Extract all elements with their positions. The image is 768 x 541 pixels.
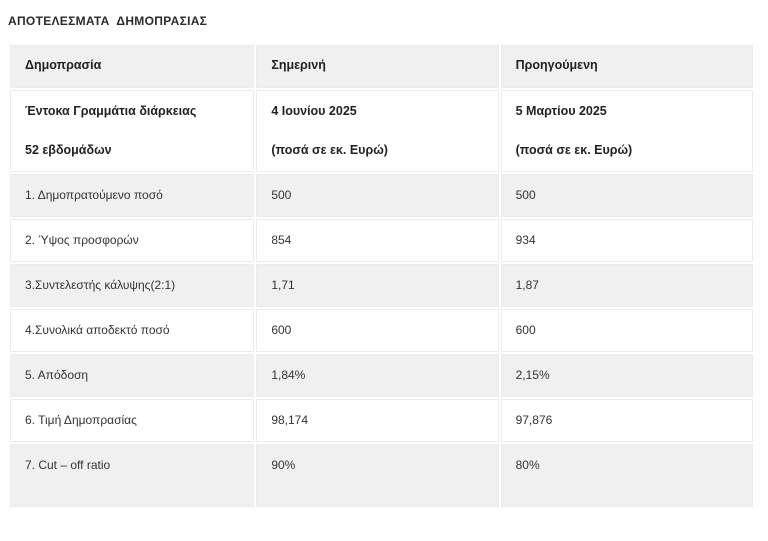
- column-header-previous: Προηγούμενη: [500, 45, 753, 88]
- current-amount-unit: (ποσά σε εκ. Ευρώ): [271, 143, 388, 157]
- table-row: 6. Τιμή Δημοπρασίας 98,174 97,876: [10, 399, 753, 442]
- instrument-duration: 52 εβδομάδων: [25, 143, 112, 157]
- current-value: 500: [256, 174, 499, 217]
- previous-value: 2,15%: [500, 354, 753, 397]
- instrument-cell: Έντοκα Γραμμάτια διάρκειας 52 εβδομάδων: [10, 90, 255, 172]
- row-label: 1. Δημοπρατούμενο ποσό: [10, 174, 255, 217]
- current-value: 90%: [256, 444, 499, 507]
- page-title: ΑΠΟΤΕΛΕΣΜΑΤΑ ΔΗΜΟΠΡΑΣΙΑΣ: [8, 14, 208, 28]
- table-row: 3.Συντελεστής κάλυψης(2:1) 1,71 1,87: [10, 264, 753, 307]
- previous-date-cell: 5 Μαρτίου 2025 (ποσά σε εκ. Ευρώ): [500, 90, 753, 172]
- current-value: 854: [256, 219, 499, 262]
- table-subheader-row: Έντοκα Γραμμάτια διάρκειας 52 εβδομάδων …: [10, 90, 753, 172]
- previous-value: 1,87: [500, 264, 753, 307]
- column-header-current: Σημερινή: [256, 45, 499, 88]
- current-date-cell: 4 Ιουνίου 2025 (ποσά σε εκ. Ευρώ): [256, 90, 499, 172]
- table-row: 2. Ύψος προσφορών 854 934: [10, 219, 753, 262]
- row-label: 3.Συντελεστής κάλυψης(2:1): [10, 264, 255, 307]
- instrument-name: Έντοκα Γραμμάτια διάρκειας: [25, 104, 197, 118]
- previous-amount-unit: (ποσά σε εκ. Ευρώ): [515, 143, 633, 157]
- table-row: 1. Δημοπρατούμενο ποσό 500 500: [10, 174, 753, 217]
- row-label: 6. Τιμή Δημοπρασίας: [10, 399, 255, 442]
- current-value: 98,174: [256, 399, 499, 442]
- previous-value: 934: [500, 219, 753, 262]
- column-header-auction: Δημοπρασία: [10, 45, 255, 88]
- table-row: 7. Cut – off ratio 90% 80%: [10, 444, 753, 507]
- page: ΑΠΟΤΕΛΕΣΜΑΤΑ ΔΗΜΟΠΡΑΣΙΑΣ Δημοπρασία Σημε…: [8, 14, 755, 509]
- previous-value: 97,876: [500, 399, 753, 442]
- row-label: 7. Cut – off ratio: [10, 444, 255, 507]
- current-value: 600: [256, 309, 499, 352]
- table-row: 4.Συνολικά αποδεκτό ποσό 600 600: [10, 309, 753, 352]
- auction-results-table: Δημοπρασία Σημερινή Προηγούμενη Έντοκα Γ…: [8, 43, 755, 509]
- current-value: 1,71: [256, 264, 499, 307]
- row-label: 2. Ύψος προσφορών: [10, 219, 255, 262]
- current-auction-date: 4 Ιουνίου 2025: [271, 104, 357, 118]
- row-label: 4.Συνολικά αποδεκτό ποσό: [10, 309, 255, 352]
- current-value: 1,84%: [256, 354, 499, 397]
- table-header-row: Δημοπρασία Σημερινή Προηγούμενη: [10, 45, 753, 88]
- previous-auction-date: 5 Μαρτίου 2025: [515, 104, 607, 118]
- row-label: 5. Απόδοση: [10, 354, 255, 397]
- previous-value: 500: [500, 174, 753, 217]
- table-row: 5. Απόδοση 1,84% 2,15%: [10, 354, 753, 397]
- previous-value: 80%: [500, 444, 753, 507]
- previous-value: 600: [500, 309, 753, 352]
